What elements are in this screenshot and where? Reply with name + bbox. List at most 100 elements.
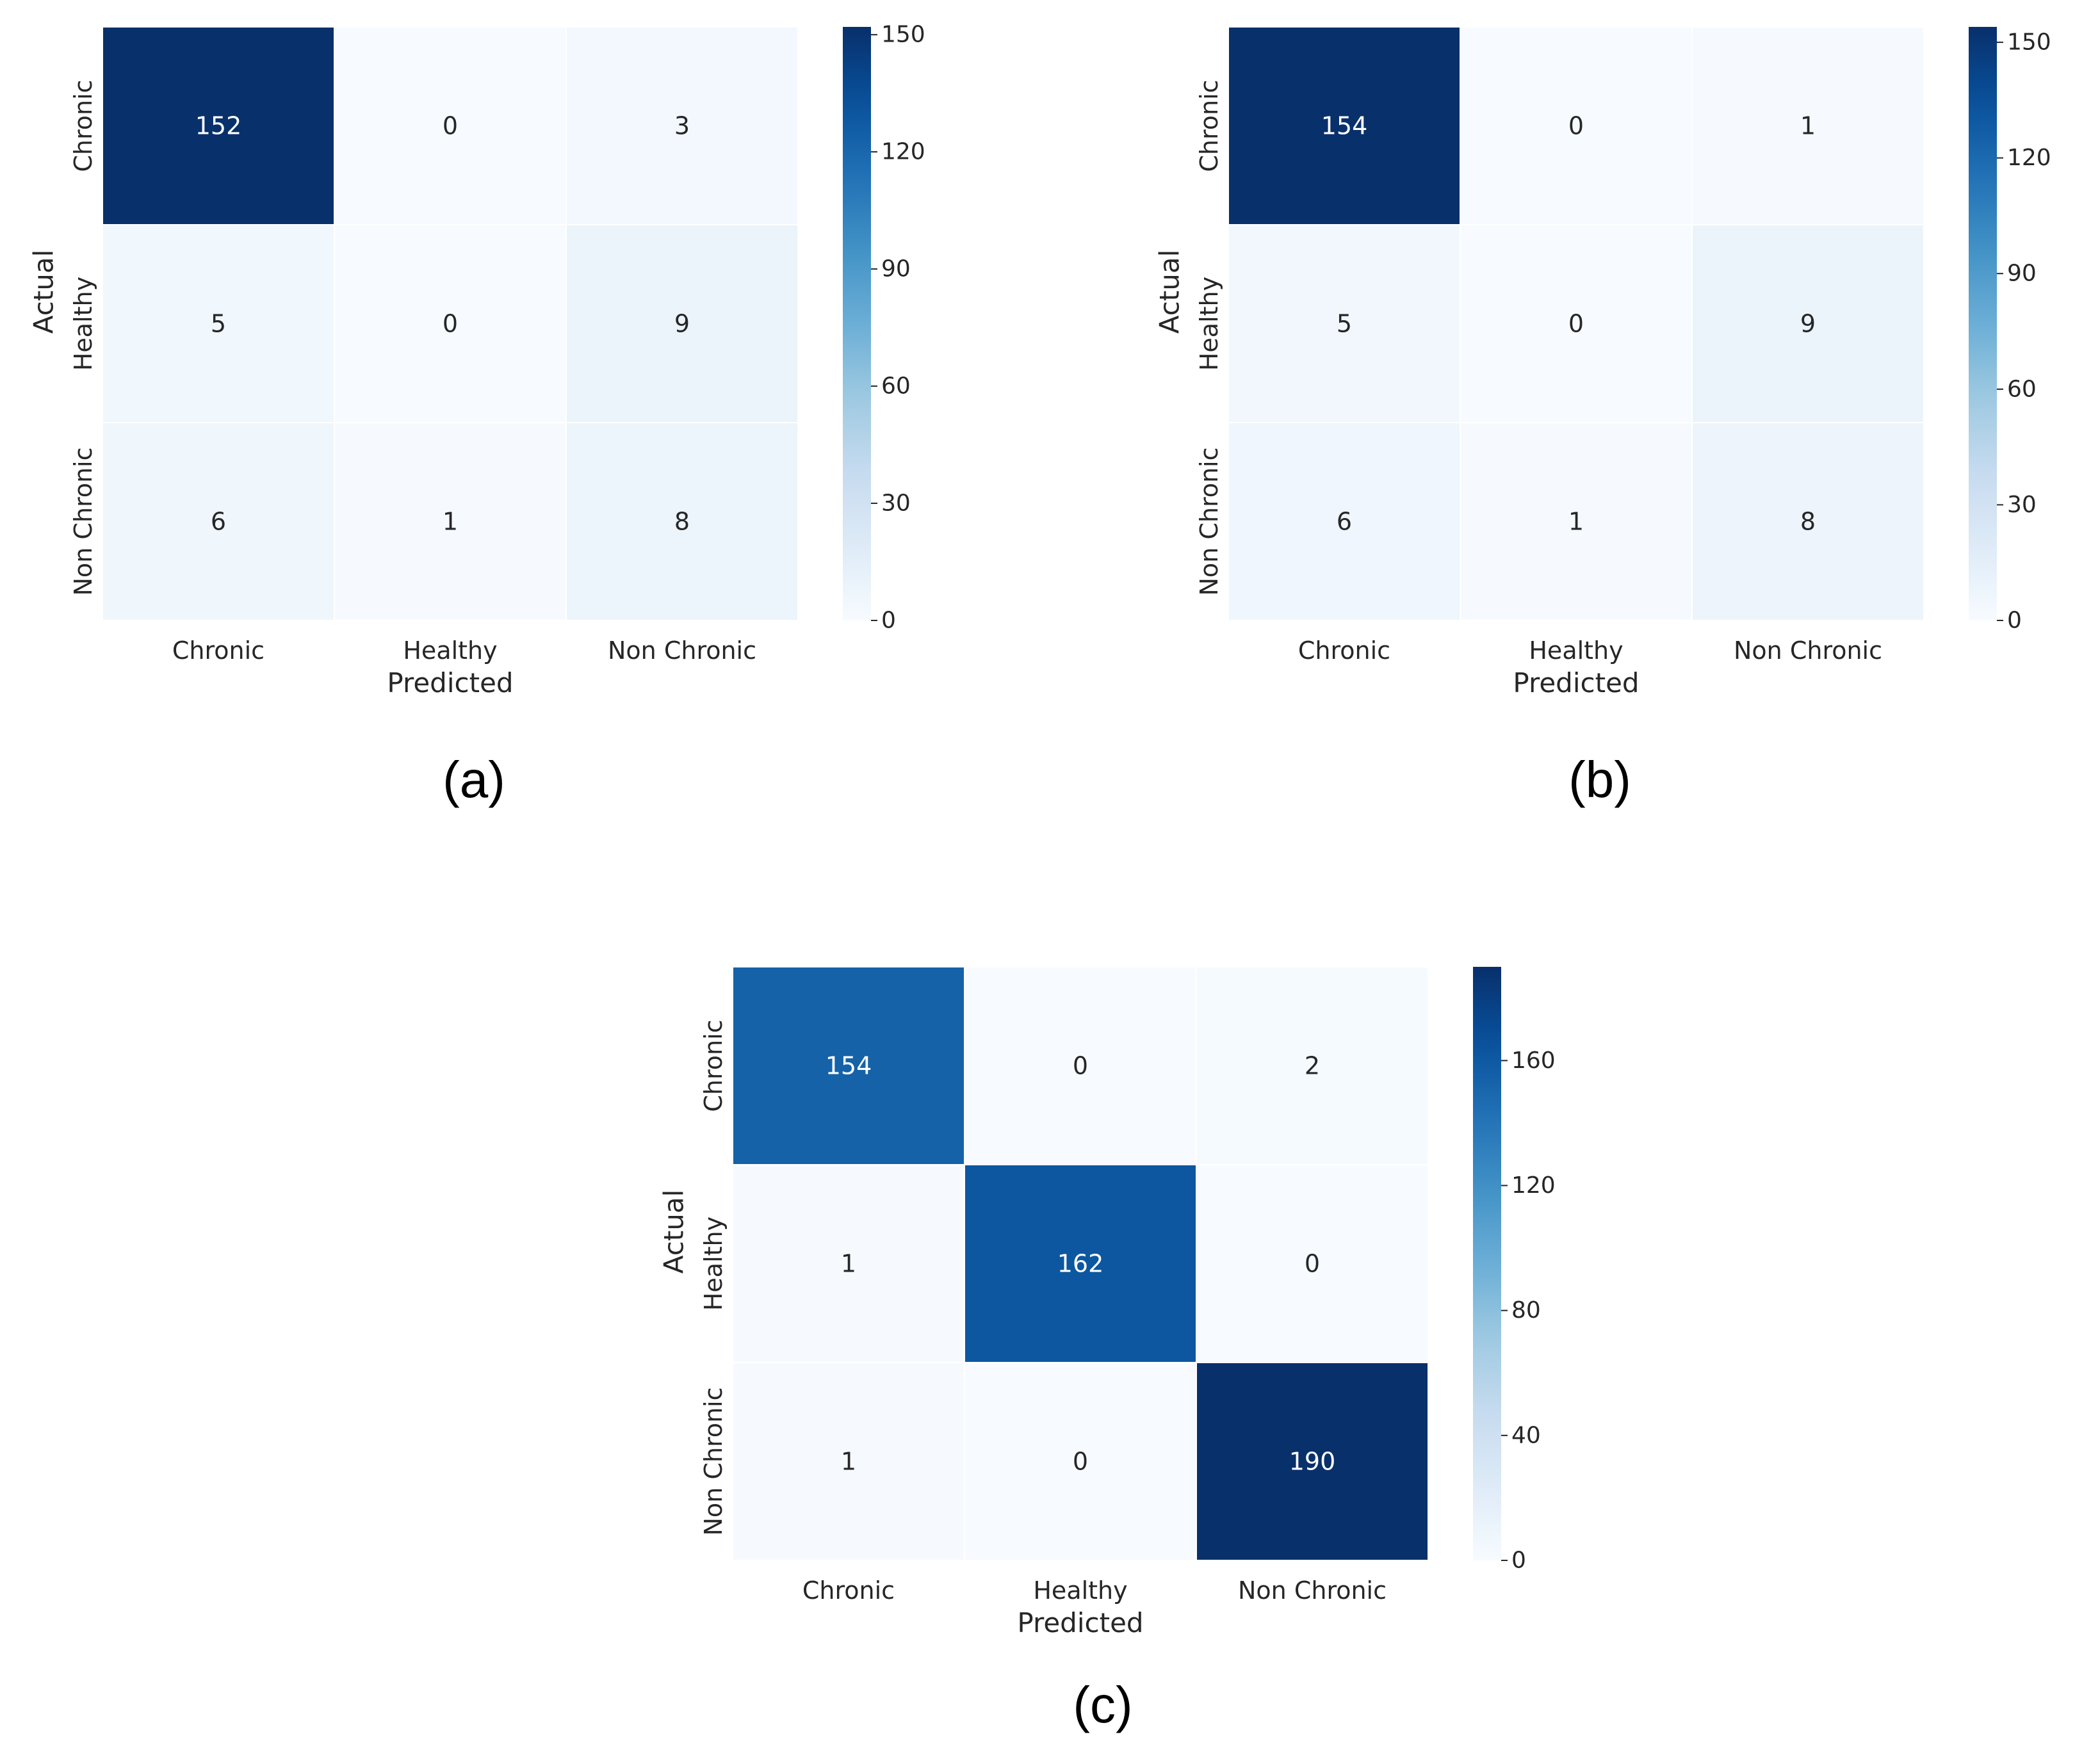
heatmap-cell <box>1196 1362 1429 1561</box>
panel-label: (b) <box>1568 751 1631 808</box>
x-axis-label: Predicted <box>387 667 513 699</box>
heatmap-panel-3: 154 0 2 1 162 0 1 0 190 Chronic Healthy Non Chronic… <box>658 966 1556 1733</box>
colorbar-tick-label: 90 <box>881 256 911 282</box>
heatmap-cell <box>566 26 799 225</box>
x-tick-label: Chronic <box>1298 636 1390 665</box>
y-tick-label: Non Chronic <box>1195 447 1223 595</box>
x-tick-label: Healthy <box>1529 636 1623 665</box>
heatmap-cell <box>732 1164 965 1363</box>
cell-value-label: 6 <box>1337 508 1352 536</box>
y-tick-label: Non Chronic <box>69 447 97 595</box>
heatmap-cell <box>102 224 335 423</box>
heatmap-cell <box>1691 422 1924 621</box>
y-axis-label: Actual <box>28 250 60 334</box>
cell-value-label: 0 <box>1568 112 1584 140</box>
y-tick-label: Healthy <box>699 1217 728 1311</box>
heatmap-cell <box>1460 224 1693 423</box>
cell-value-label: 1 <box>841 1250 856 1278</box>
x-tick-label: Chronic <box>802 1576 895 1605</box>
cell-value-label: 5 <box>1337 310 1352 338</box>
heatmap-cell <box>964 1164 1197 1363</box>
cell-value-label: 162 <box>1057 1250 1104 1278</box>
colorbar-tick-label: 0 <box>881 608 896 634</box>
y-tick-label: Healthy <box>1195 277 1223 371</box>
heatmap-cell <box>964 1362 1197 1561</box>
cell-value-label: 190 <box>1289 1448 1336 1476</box>
heatmap-cell <box>566 224 799 423</box>
heatmap-cell <box>566 422 799 621</box>
x-tick-label: Non Chronic <box>1734 636 1882 665</box>
heatmap-cell <box>334 224 567 423</box>
cell-value-label: 9 <box>1800 310 1816 338</box>
colorbar <box>843 27 871 620</box>
heatmap-cell <box>334 26 567 225</box>
heatmap-cell <box>1460 26 1693 225</box>
heatmap-panel-1: 152 0 3 5 0 9 6 1 8 Chronic Healthy Non Chronic Pred… <box>28 22 925 808</box>
heatmap-cell <box>964 966 1197 1165</box>
cell-value-label: 8 <box>1800 508 1816 536</box>
cell-value-label: 154 <box>1321 112 1368 140</box>
cell-value-label: 6 <box>211 508 226 536</box>
heatmap-cell <box>102 422 335 621</box>
cell-value-label: 3 <box>674 112 690 140</box>
cell-value-label: 2 <box>1305 1052 1320 1080</box>
heatmap-cell <box>102 26 335 225</box>
x-tick-label: Non Chronic <box>608 636 756 665</box>
cell-value-label: 0 <box>1073 1052 1088 1080</box>
y-axis-label: Actual <box>658 1190 690 1274</box>
colorbar <box>1969 27 1997 620</box>
y-tick-label: Chronic <box>699 1019 728 1112</box>
panel-label: (a) <box>443 751 505 808</box>
cell-value-label: 0 <box>1073 1448 1088 1476</box>
colorbar-tick-label: 60 <box>2007 376 2037 402</box>
cell-value-label: 152 <box>195 112 242 140</box>
x-tick-label: Chronic <box>172 636 264 665</box>
colorbar-tick-label: 40 <box>1511 1422 1541 1448</box>
colorbar-tick-label: 30 <box>2007 492 2037 518</box>
x-tick-label: Non Chronic <box>1238 1576 1387 1605</box>
y-tick-label: Chronic <box>1195 79 1223 172</box>
heatmap-cell <box>1691 224 1924 423</box>
heatmap-cell <box>732 966 965 1165</box>
colorbar-tick-label: 160 <box>1511 1048 1556 1074</box>
panel-label: (c) <box>1073 1676 1132 1733</box>
heatmap-cell <box>1691 26 1924 225</box>
x-axis-label: Predicted <box>1017 1607 1143 1639</box>
cell-value-label: 1 <box>1800 112 1816 140</box>
heatmap-cell <box>1228 26 1461 225</box>
x-tick-label: Healthy <box>1033 1576 1127 1605</box>
cell-value-label: 0 <box>443 112 458 140</box>
cell-value-label: 8 <box>674 508 690 536</box>
cell-value-label: 154 <box>826 1052 872 1080</box>
cell-value-label: 0 <box>443 310 458 338</box>
colorbar-tick-label: 0 <box>2007 608 2022 634</box>
cell-value-label: 9 <box>674 310 690 338</box>
cell-value-label: 5 <box>211 310 226 338</box>
colorbar-tick-label: 80 <box>1511 1297 1541 1323</box>
y-tick-label: Chronic <box>69 79 97 172</box>
colorbar-tick-label: 60 <box>881 373 911 400</box>
colorbar-tick-label: 0 <box>1511 1548 1526 1574</box>
heatmap-cell <box>334 422 567 621</box>
cell-value-label: 1 <box>443 508 458 536</box>
colorbar-tick-label: 150 <box>2007 29 2051 56</box>
colorbar <box>1473 967 1501 1560</box>
y-tick-label: Healthy <box>69 277 97 371</box>
y-tick-label: Non Chronic <box>699 1387 728 1535</box>
heatmap-cell <box>1460 422 1693 621</box>
heatmap-cell <box>1228 224 1461 423</box>
colorbar-tick-label: 120 <box>1511 1172 1556 1199</box>
y-axis-label: Actual <box>1154 250 1185 334</box>
colorbar-tick-label: 90 <box>2007 261 2037 287</box>
colorbar-tick-label: 30 <box>881 490 911 517</box>
colorbar-tick-label: 150 <box>881 22 925 48</box>
heatmap-cell <box>1196 1164 1429 1363</box>
cell-value-label: 1 <box>1568 508 1584 536</box>
x-axis-label: Predicted <box>1513 667 1639 699</box>
cell-value-label: 0 <box>1305 1250 1320 1278</box>
cell-value-label: 0 <box>1568 310 1584 338</box>
x-tick-label: Healthy <box>403 636 497 665</box>
